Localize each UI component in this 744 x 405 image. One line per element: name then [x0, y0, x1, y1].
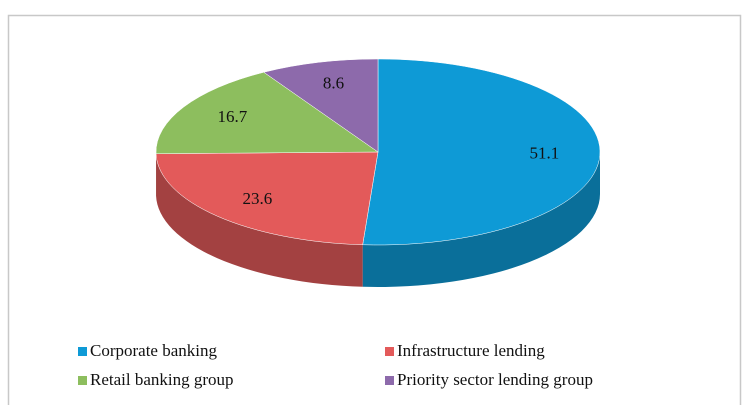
legend-swatch: [78, 347, 87, 356]
legend-label: Infrastructure lending: [397, 341, 545, 360]
pie-slice: [263, 58, 379, 153]
pie-slice: [155, 71, 379, 155]
data-label: 8.6: [323, 74, 344, 93]
data-label: 23.6: [242, 189, 272, 208]
legend-label: Priority sector lending group: [397, 370, 593, 389]
legend-label: Corporate banking: [90, 341, 217, 360]
legend-swatch: [385, 376, 394, 385]
pie-slice: [362, 58, 601, 246]
legend-swatch: [385, 347, 394, 356]
legend-swatch: [78, 376, 87, 385]
pie-slice-side: [362, 152, 600, 287]
legend-label: Retail banking group: [90, 370, 234, 389]
data-label: 51.1: [530, 143, 560, 162]
pie-slice-side: [156, 153, 363, 287]
data-label: 16.7: [217, 107, 247, 126]
pie-slice: [155, 151, 379, 246]
chart-frame: [7, 14, 742, 405]
